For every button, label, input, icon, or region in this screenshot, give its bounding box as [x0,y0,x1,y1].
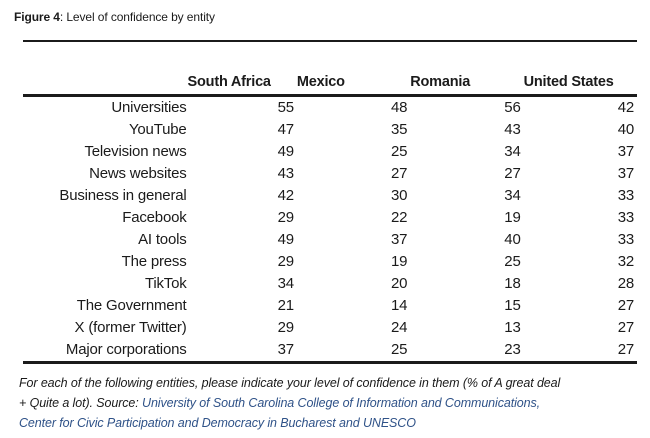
value-cell: 29 [277,319,294,336]
source-link[interactable]: Center for Civic Participation and Democ… [19,416,416,430]
value-cell: 47 [277,121,294,138]
value-cell: 43 [504,121,521,138]
entity-cell: Business in general [59,187,187,204]
value-cell: 19 [504,209,521,226]
value-cell: 40 [617,121,634,138]
document-page: { "figure": { "label_bold": "Figure 4", … [0,9,650,438]
column-header: South Africa [187,41,297,97]
footnote-text: + Quite a lot). Source: [19,396,143,410]
value-cell: 37 [277,341,294,358]
value-cell: 43 [277,165,294,182]
value-cell: 37 [617,143,634,160]
footnote: For each of the following entities, plea… [19,373,650,433]
table-row: AI tools 49 37 40 33 [23,229,637,251]
entity-cell: X (former Twitter) [74,319,187,336]
value-cell: 28 [617,275,634,292]
value-cell: 25 [504,253,521,270]
table-row: The press 29 19 25 32 [23,251,637,273]
table-header-row: South Africa Mexico Romania United States [23,41,637,97]
value-cell: 14 [390,297,408,314]
value-cell: 56 [504,99,521,116]
value-cell: 25 [390,341,408,358]
column-header: United States [523,41,637,97]
table-row: The Government 21 14 15 27 [23,295,637,317]
value-cell: 29 [277,253,294,270]
value-cell: 27 [504,165,521,182]
value-cell: 19 [390,253,408,270]
entity-cell: Television news [84,143,187,160]
table-row: Television news 49 25 34 37 [23,141,637,163]
value-cell: 23 [504,341,521,358]
entity-cell: Universities [111,99,187,116]
value-cell: 27 [617,341,634,358]
source-link[interactable]: University of South Carolina College of … [142,396,540,410]
entity-cell: Facebook [122,209,187,226]
value-cell: 22 [390,209,408,226]
value-cell: 34 [504,187,521,204]
entity-cell: TikTok [144,275,187,292]
entity-cell: AI tools [138,231,187,248]
value-cell: 42 [277,187,294,204]
entity-cell: The press [121,253,187,270]
value-cell: 48 [390,99,408,116]
value-cell: 33 [617,187,634,204]
table-row: YouTube 47 35 43 40 [23,119,637,141]
value-cell: 32 [617,253,634,270]
value-cell: 30 [390,187,408,204]
value-cell: 25 [390,143,408,160]
value-cell: 29 [277,209,294,226]
value-cell: 24 [390,319,408,336]
value-cell: 13 [504,319,521,336]
table-row: X (former Twitter) 29 24 13 27 [23,317,637,339]
value-cell: 15 [504,297,521,314]
value-cell: 34 [504,143,521,160]
entity-cell: YouTube [128,121,187,138]
value-cell: 40 [504,231,521,248]
figure-label: Figure 4 [14,10,60,24]
table-row: News websites 43 27 27 37 [23,163,637,185]
footnote-line: Center for Civic Participation and Democ… [19,413,650,433]
footnote-line: + Quite a lot). Source: University of So… [19,393,650,413]
column-header: Romania [410,41,524,97]
table-row: TikTok 34 20 18 28 [23,273,637,295]
value-cell: 35 [390,121,408,138]
confidence-table: South Africa Mexico Romania United States U… [23,40,637,364]
entity-cell: News websites [89,165,187,182]
figure-title-text: : Level of confidence by entity [59,10,215,24]
value-cell: 49 [277,231,294,248]
value-cell: 34 [277,275,294,292]
entity-cell: Major corporations [65,341,187,358]
entity-cell: The Government [76,297,187,314]
figure-caption: Figure 4: Level of confidence by entity [14,9,650,25]
value-cell: 27 [617,297,634,314]
value-cell: 49 [277,143,294,160]
value-cell: 37 [617,165,634,182]
entity-column-header [23,41,188,97]
table-row: Universities 55 48 56 42 [23,96,637,120]
value-cell: 27 [390,165,408,182]
footnote-text: For each of the following entities, plea… [19,376,561,390]
footnote-line: For each of the following entities, plea… [19,373,650,393]
value-cell: 27 [617,319,634,336]
value-cell: 33 [617,209,634,226]
table-row: Business in general 42 30 34 33 [23,185,637,207]
column-header: Mexico [296,41,411,97]
table-row: Major corporations 37 25 23 27 [23,339,637,363]
value-cell: 20 [390,275,408,292]
value-cell: 33 [617,231,634,248]
value-cell: 37 [390,231,408,248]
value-cell: 55 [277,99,294,116]
value-cell: 18 [504,275,521,292]
value-cell: 42 [617,99,634,116]
table-row: Facebook 29 22 19 33 [23,207,637,229]
value-cell: 21 [277,297,294,314]
